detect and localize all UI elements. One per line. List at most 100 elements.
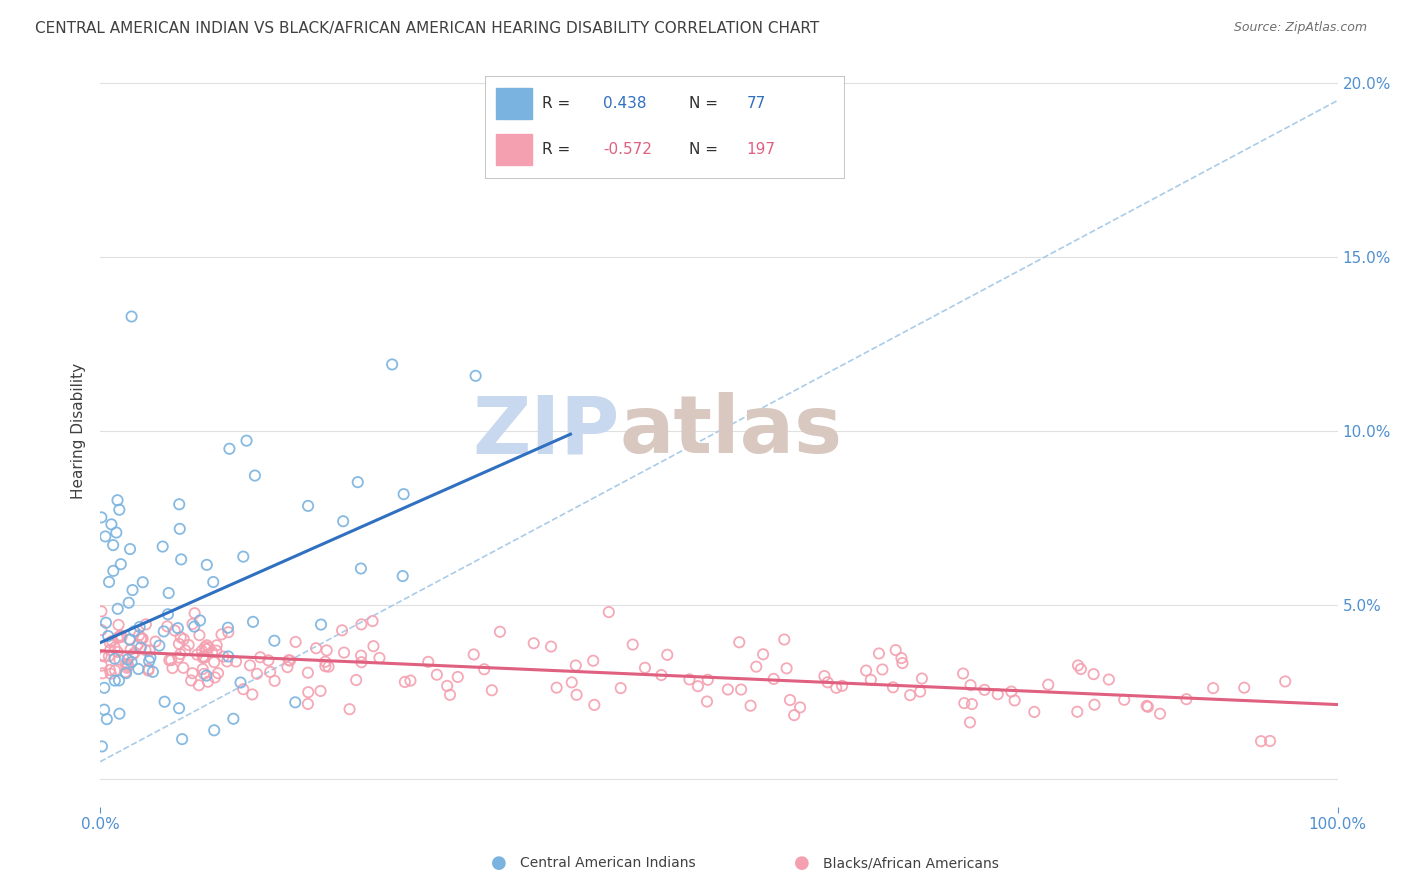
Point — [232, 549, 254, 564]
Point — [1066, 705, 1088, 719]
Point — [104, 673, 127, 688]
Point — [368, 651, 391, 665]
Point — [103, 564, 125, 578]
Point — [188, 628, 211, 642]
Text: Central American Indians: Central American Indians — [520, 856, 696, 871]
Point — [145, 634, 167, 648]
Point — [882, 681, 904, 695]
Point — [162, 661, 184, 675]
Point — [775, 661, 797, 675]
Point — [131, 632, 153, 646]
Point — [309, 684, 332, 698]
Point — [97, 649, 120, 664]
Point — [789, 700, 811, 714]
Point — [138, 643, 160, 657]
Point — [100, 666, 122, 681]
Text: R =: R = — [543, 96, 575, 111]
Point — [813, 669, 835, 683]
Point — [339, 702, 361, 716]
Point — [953, 696, 976, 710]
Point — [132, 575, 155, 590]
Point — [911, 672, 934, 686]
Point — [167, 497, 190, 511]
Point — [115, 661, 138, 675]
Point — [489, 624, 512, 639]
Point — [152, 540, 174, 554]
Point — [202, 655, 225, 669]
Point — [121, 648, 143, 662]
Point — [117, 657, 139, 672]
Point — [235, 434, 257, 448]
Text: ZIP: ZIP — [472, 392, 620, 470]
Point — [114, 657, 136, 671]
Point — [156, 607, 179, 622]
Point — [170, 552, 193, 566]
Point — [249, 650, 271, 665]
Text: 197: 197 — [747, 142, 776, 157]
Point — [205, 638, 228, 652]
Point — [129, 632, 152, 646]
Point — [263, 633, 285, 648]
Point — [90, 658, 112, 673]
Point — [1083, 667, 1105, 681]
Point — [128, 620, 150, 634]
Point — [121, 310, 143, 324]
Point — [350, 648, 373, 663]
Point — [333, 646, 356, 660]
Point — [278, 654, 301, 668]
Point — [202, 574, 225, 589]
Point — [211, 627, 233, 641]
Point — [696, 673, 718, 687]
Point — [246, 666, 269, 681]
Point — [650, 668, 672, 682]
Point — [399, 673, 422, 688]
Point — [93, 649, 115, 664]
Point — [167, 637, 190, 651]
Point — [392, 487, 415, 501]
Point — [1070, 662, 1092, 676]
Point — [696, 694, 718, 708]
Point — [101, 538, 124, 552]
Point — [104, 664, 127, 678]
Point — [959, 715, 981, 730]
Point — [118, 596, 141, 610]
Point — [94, 615, 117, 630]
Point — [107, 601, 129, 615]
Text: ●: ● — [491, 855, 508, 872]
Point — [127, 662, 149, 676]
Point — [242, 615, 264, 629]
Point — [243, 468, 266, 483]
Point — [463, 648, 485, 662]
Point — [110, 557, 132, 571]
Point — [160, 653, 183, 667]
Point — [157, 653, 180, 667]
Point — [191, 644, 214, 658]
Point — [101, 634, 124, 648]
Point — [108, 706, 131, 721]
Point — [121, 655, 143, 669]
Point — [91, 824, 114, 838]
Point — [90, 623, 112, 637]
Point — [908, 684, 931, 698]
Point — [598, 605, 620, 619]
Point — [108, 673, 131, 688]
Point — [120, 542, 142, 557]
Point — [1024, 705, 1046, 719]
Point — [181, 617, 204, 632]
Point — [284, 635, 307, 649]
Point — [394, 675, 416, 690]
Point — [94, 529, 117, 543]
Point — [859, 673, 882, 687]
Point — [418, 655, 440, 669]
Point — [959, 678, 981, 692]
Point — [381, 358, 404, 372]
Point — [183, 606, 205, 620]
Point — [138, 662, 160, 676]
Point — [240, 687, 263, 701]
Point — [128, 628, 150, 642]
Point — [350, 561, 373, 575]
Point — [1250, 734, 1272, 748]
Point — [565, 688, 588, 702]
Point — [111, 630, 134, 644]
Point — [868, 647, 890, 661]
